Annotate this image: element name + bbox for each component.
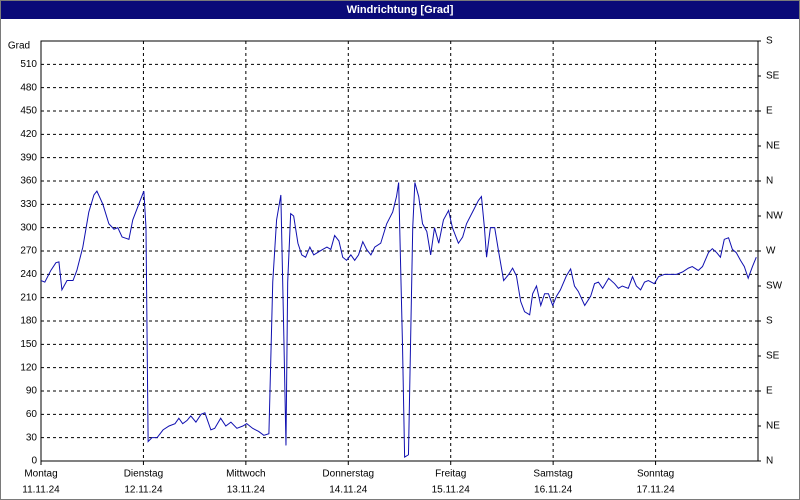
chart-title: Windrichtung [Grad]: [1, 1, 799, 19]
x-tick-label: Montag: [24, 469, 57, 480]
y-tick-label: 0: [31, 456, 37, 467]
y2-tick-label: E: [766, 106, 773, 117]
x-tick-date: 17.11.24: [636, 485, 675, 496]
y2-tick-label: N: [766, 456, 773, 467]
x-tick-label: Dienstag: [124, 469, 163, 480]
x-tick-date: 13.11.24: [227, 485, 266, 496]
y2-tick-label: SE: [766, 71, 780, 82]
x-tick-label: Freitag: [435, 469, 466, 480]
y-tick-label: 240: [20, 269, 37, 280]
y-tick-label: 30: [26, 432, 38, 443]
y2-tick-label: SW: [766, 281, 783, 292]
y2-tick-label: SE: [766, 351, 780, 362]
y2-tick-label: E: [766, 386, 773, 397]
y-tick-label: 210: [20, 292, 37, 303]
x-tick-label: Sonntag: [637, 469, 674, 480]
y-tick-label: 270: [20, 246, 37, 257]
x-tick-date: 11.11.24: [22, 485, 60, 496]
y2-tick-label: NW: [766, 211, 783, 222]
y-tick-label: 60: [26, 409, 38, 420]
x-tick-date: 12.11.24: [124, 485, 163, 496]
x-tick-date: 15.11.24: [432, 485, 471, 496]
y2-tick-label: NE: [766, 141, 780, 152]
y-tick-label: 390: [20, 152, 37, 163]
x-tick-label: Mittwoch: [226, 469, 265, 480]
x-tick-label: Donnerstag: [322, 469, 374, 480]
y-tick-label: 360: [20, 176, 37, 187]
y-tick-label: 150: [20, 339, 37, 350]
y2-tick-label: N: [766, 176, 773, 187]
y2-tick-label: S: [766, 36, 773, 47]
y2-tick-label: NE: [766, 421, 780, 432]
y-tick-label: 480: [20, 82, 37, 93]
x-tick-date: 14.11.24: [329, 485, 368, 496]
y-tick-label: 180: [20, 316, 37, 327]
y-tick-label: 450: [20, 106, 37, 117]
y2-tick-label: S: [766, 316, 773, 327]
y-tick-label: 300: [20, 222, 37, 233]
y-tick-label: 120: [20, 362, 37, 373]
y-tick-label: 510: [20, 59, 37, 70]
y-tick-label: 420: [20, 129, 37, 140]
y-axis-label: Grad: [8, 41, 30, 52]
y2-tick-label: W: [766, 246, 776, 257]
plot-area: [40, 40, 759, 462]
data-line: [40, 182, 757, 458]
y-tick-label: 90: [26, 386, 38, 397]
x-tick-date: 16.11.24: [534, 485, 573, 496]
y-tick-label: 330: [20, 199, 37, 210]
x-tick-label: Samstag: [533, 469, 572, 480]
